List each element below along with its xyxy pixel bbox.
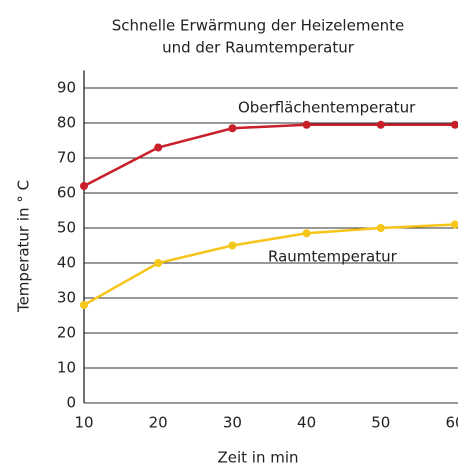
y-tick-label: 60	[57, 184, 76, 202]
point	[302, 229, 311, 238]
x-axis-label: Zeit in min	[217, 449, 298, 466]
point	[376, 120, 385, 129]
point	[228, 241, 237, 250]
y-tick-label: 50	[57, 219, 76, 237]
y-tick-label: 10	[57, 359, 76, 377]
point	[228, 124, 237, 133]
x-tick-label: 40	[297, 414, 316, 432]
y-tick-label: 30	[57, 289, 76, 307]
series-line	[83, 123, 455, 188]
point	[80, 301, 88, 309]
series-label: Oberflächentemperatur	[238, 99, 416, 117]
y-tick-label: 40	[57, 254, 76, 272]
series-line	[83, 223, 456, 307]
series-label: Raumtemperatur	[268, 248, 398, 266]
point	[154, 143, 163, 152]
y-tick-label: 80	[57, 114, 76, 132]
y-axis-label: Temperatur in ° C	[15, 180, 33, 313]
y-tick-label: 90	[57, 79, 76, 97]
x-tick-label: 30	[223, 414, 242, 432]
x-tick-label: 60	[445, 414, 458, 432]
y-tick-label: 70	[57, 149, 76, 167]
x-tick-label: 10	[74, 414, 93, 432]
point	[376, 224, 385, 232]
y-tick-label: 0	[66, 394, 76, 412]
x-tick-label: 50	[371, 414, 390, 432]
point	[451, 120, 458, 129]
x-tick-label: 20	[149, 414, 168, 432]
point	[154, 259, 163, 267]
chart-title: und der Raumtemperatur	[162, 39, 355, 57]
chart-title: Schnelle Erwärmung der Heizelemente	[112, 17, 405, 35]
y-tick-label: 20	[57, 324, 76, 342]
point	[80, 182, 88, 190]
point	[302, 120, 311, 129]
point	[451, 220, 458, 229]
